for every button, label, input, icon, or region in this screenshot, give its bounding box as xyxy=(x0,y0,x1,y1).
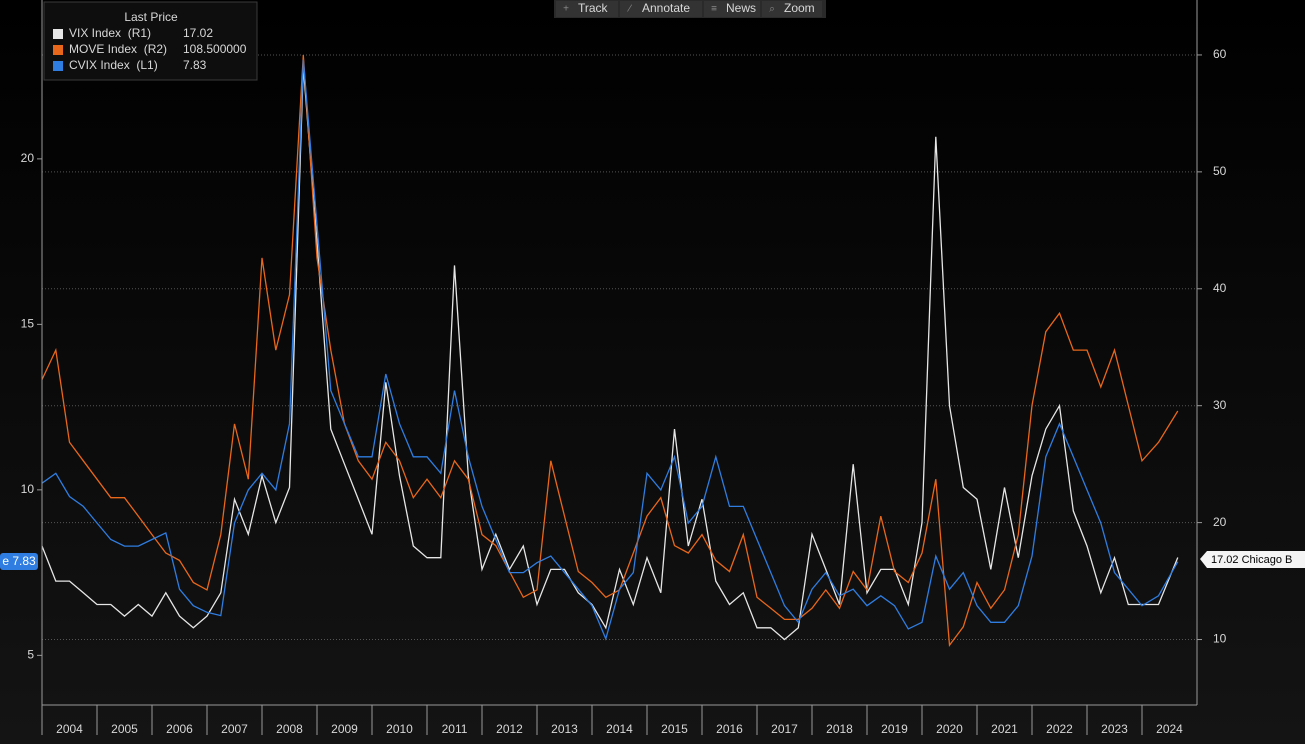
y2-tick-label: 30 xyxy=(1213,398,1227,412)
x-tick-label: 2016 xyxy=(716,722,743,736)
x-tick-label: 2017 xyxy=(771,722,798,736)
button-bg[interactable] xyxy=(704,1,760,17)
series-line xyxy=(41,59,1179,641)
series-line xyxy=(41,54,1179,647)
x-tick-label: 2004 xyxy=(56,722,83,736)
y2-tick-label: 40 xyxy=(1213,281,1227,295)
y-tick-label: 10 xyxy=(21,482,35,496)
x-tick-label: 2014 xyxy=(606,722,633,736)
x-tick-label: 2018 xyxy=(826,722,853,736)
button-icon[interactable]: + xyxy=(563,4,569,15)
button-label[interactable]: Zoom xyxy=(784,1,815,15)
toolbar-button[interactable]: ≡ News xyxy=(704,1,760,17)
y2-tick-label: 50 xyxy=(1213,164,1227,178)
legend-value: 17.02 xyxy=(183,26,213,40)
y2-tick-label: 10 xyxy=(1213,632,1227,646)
x-tick-label: 2012 xyxy=(496,722,523,736)
toolbar: + Track ∕ Annotate ≡ News ⌕ Zoom xyxy=(554,0,826,18)
right-tag: 17.02 Chicago B xyxy=(1211,554,1292,566)
x-tick-label: 2024 xyxy=(1156,722,1183,736)
value-tags: e 7.83 17.02 Chicago B xyxy=(0,551,1305,570)
button-icon[interactable]: ∕ xyxy=(626,4,632,15)
y-tick-label: 5 xyxy=(27,648,34,662)
x-tick-label: 2007 xyxy=(221,722,248,736)
x-tick-label: 2022 xyxy=(1046,722,1073,736)
button-icon[interactable]: ⌕ xyxy=(769,4,775,15)
x-tick-label: 2020 xyxy=(936,722,963,736)
button-label[interactable]: Track xyxy=(578,1,609,15)
y-tick-label: 20 xyxy=(21,151,35,165)
x-tick-label: 2008 xyxy=(276,722,303,736)
legend-label: CVIX Index (L1) xyxy=(69,58,158,72)
left-tag: e 7.83 xyxy=(2,554,36,568)
x-tick-label: 2015 xyxy=(661,722,688,736)
x-tick-label: 2010 xyxy=(386,722,413,736)
x-tick-label: 2005 xyxy=(111,722,138,736)
button-icon[interactable]: ≡ xyxy=(711,4,717,15)
button-bg[interactable] xyxy=(556,1,618,17)
toolbar-button[interactable]: ∕ Annotate xyxy=(620,1,702,17)
legend-swatch xyxy=(53,45,63,55)
legend-swatch xyxy=(53,61,63,71)
legend-swatch xyxy=(53,29,63,39)
legend-title: Last Price xyxy=(124,10,178,24)
x-tick-label: 2013 xyxy=(551,722,578,736)
button-label[interactable]: News xyxy=(726,1,756,15)
y-tick-label: 15 xyxy=(21,317,35,331)
x-tick-label: 2021 xyxy=(991,722,1018,736)
plot-area xyxy=(41,54,1179,647)
legend-label: VIX Index (R1) xyxy=(69,26,151,40)
legend-value: 7.83 xyxy=(183,58,207,72)
x-tick-label: 2011 xyxy=(442,722,468,736)
legend-value: 108.500000 xyxy=(183,42,247,56)
y2-tick-label: 60 xyxy=(1213,47,1227,61)
toolbar-button[interactable]: ⌕ Zoom xyxy=(762,1,822,17)
right-tag-box xyxy=(1200,551,1305,568)
x-tick-label: 2019 xyxy=(881,722,908,736)
y2-tick-label: 20 xyxy=(1213,515,1227,529)
left-tag-box xyxy=(0,553,38,570)
button-bg[interactable] xyxy=(762,1,822,17)
x-tick-label: 2006 xyxy=(166,722,193,736)
button-bg[interactable] xyxy=(620,1,702,17)
x-tick-label: 2023 xyxy=(1101,722,1128,736)
series-line xyxy=(41,66,1179,641)
legend-label: MOVE Index (R2) xyxy=(69,42,167,56)
button-label[interactable]: Annotate xyxy=(642,1,690,15)
x-tick-label: 2009 xyxy=(331,722,358,736)
legend: Last Price VIX Index (R1) 17.02 MOVE Index… xyxy=(43,1,258,81)
toolbar-button[interactable]: + Track xyxy=(556,1,618,17)
legend-box xyxy=(43,1,258,81)
